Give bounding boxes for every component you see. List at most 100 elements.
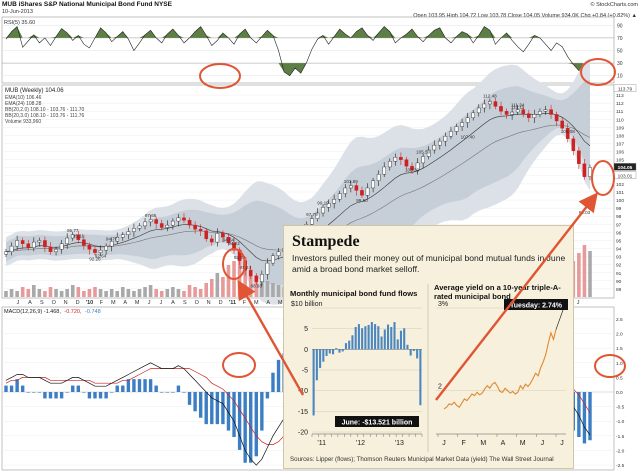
macd-legend-signal: -0.720, xyxy=(64,309,82,315)
macd-tick: -2.0 xyxy=(616,448,625,454)
candle-body xyxy=(137,225,142,229)
candle-body xyxy=(387,161,392,168)
macd-hist-bar xyxy=(32,392,36,393)
candle-body xyxy=(349,185,353,189)
macd-tick: 0.5 xyxy=(616,375,623,381)
macd-hist-bar xyxy=(54,392,58,399)
price-annotation: 101.89 xyxy=(344,179,358,184)
macd-hist-bar xyxy=(104,392,108,399)
candle-body xyxy=(159,223,164,228)
yield-tick: 3% xyxy=(438,301,448,308)
price-annotation: 92.64 xyxy=(95,254,107,259)
candle-body xyxy=(198,228,203,231)
price-annotation: 112.48 xyxy=(483,93,497,98)
macd-tick: 2.5 xyxy=(616,317,623,323)
flows-bar xyxy=(380,336,383,350)
macd-hist-bar xyxy=(577,392,581,438)
macd-hist-bar xyxy=(4,385,8,392)
month-label: F xyxy=(100,300,104,306)
rsi-tick-50: 50 xyxy=(617,49,623,55)
macd-hist-bar xyxy=(588,392,592,441)
macd-hist-bar xyxy=(143,379,147,392)
macd-hist-bar xyxy=(182,392,186,393)
candle-body xyxy=(232,242,236,251)
flows-bar xyxy=(322,349,325,362)
flows-bar xyxy=(312,349,315,416)
flows-bar xyxy=(325,349,328,356)
candle-body xyxy=(70,234,75,239)
yield-x-label: J xyxy=(541,440,545,447)
candle-body xyxy=(337,193,342,200)
candle-body xyxy=(443,136,448,142)
quote-readout: Open 103.95 High 104.72 Low 103.78 Close… xyxy=(413,13,637,19)
volume-bar xyxy=(237,249,242,297)
volume-bar xyxy=(265,281,270,297)
volume-bar xyxy=(243,257,247,297)
macd-hist-bar xyxy=(176,385,181,392)
candle-body xyxy=(126,231,131,236)
candle-body xyxy=(493,101,498,107)
price-tick-91: 91 xyxy=(616,271,622,277)
price-legend-title: MUB (Weekly) 104.06 xyxy=(5,88,64,94)
price-annotation: 97.79 xyxy=(306,212,318,217)
candle-body xyxy=(326,203,331,208)
candle-body xyxy=(404,159,409,167)
volume-bar xyxy=(4,291,8,297)
macd-hist-bar xyxy=(137,379,142,392)
flows-tick: -15 xyxy=(298,409,308,416)
price-label: 104.05 xyxy=(618,165,633,171)
macd-hist-bar xyxy=(165,392,169,393)
flows-bar xyxy=(344,343,348,350)
flows-bar xyxy=(403,328,406,350)
rsi-panel: 10 30 50 70 90 RSI(5) 35.60 xyxy=(1,16,623,84)
macd-hist-bar xyxy=(65,392,69,393)
macd-hist-bar xyxy=(265,392,270,399)
macd-hist-bar xyxy=(121,385,125,392)
volume-bar xyxy=(93,287,97,297)
macd-hist-bar xyxy=(48,392,53,399)
candle-body xyxy=(532,114,537,118)
candle-body xyxy=(93,249,97,253)
candle-body xyxy=(4,251,8,255)
macd-hist-bar xyxy=(193,392,197,412)
volume-bar xyxy=(121,287,125,297)
price-annotation: 94.76 xyxy=(106,236,118,241)
macd-hist-bar xyxy=(171,392,175,393)
candle-body xyxy=(26,243,31,248)
volume-bar xyxy=(137,289,142,297)
candle-body xyxy=(376,174,381,181)
candle-body xyxy=(104,245,108,251)
month-label: S xyxy=(40,300,44,306)
month-label: M xyxy=(254,300,259,306)
price-annotation: 103.30 xyxy=(405,167,419,172)
yield-x-label: J xyxy=(560,440,564,447)
flows-bar xyxy=(390,327,393,350)
candle-body xyxy=(571,138,576,152)
macd-hist-bar xyxy=(15,379,19,392)
candle-body xyxy=(476,107,481,114)
candle-body xyxy=(549,109,553,115)
volume-bar xyxy=(20,287,25,297)
price-annotation: 111.34 xyxy=(511,102,525,107)
price-annotation: 95.11 xyxy=(73,234,85,239)
price-drop-circle-2013 xyxy=(591,160,615,196)
flows-bar xyxy=(364,326,367,350)
inset-description: Investors pulled their money out of muni… xyxy=(292,253,566,274)
candle-body xyxy=(43,240,47,248)
candle-body xyxy=(415,162,420,171)
flows-bar xyxy=(357,324,360,350)
price-label-box xyxy=(613,163,637,171)
month-label: '10 xyxy=(86,300,93,306)
volume-bar xyxy=(148,285,153,297)
price-low-circle-2011 xyxy=(222,248,246,280)
price-tick-113: 113 xyxy=(616,93,624,99)
rsi-line xyxy=(5,26,591,78)
rsi-oversold-circle-2011 xyxy=(199,63,241,89)
volume-bar xyxy=(132,291,136,297)
macd-hist-bar xyxy=(26,392,30,393)
macd-hist-bar xyxy=(582,392,587,444)
macd-hist-bar xyxy=(232,392,236,438)
candle-body xyxy=(226,237,231,244)
volume-bar xyxy=(65,289,69,297)
flows-tick: 5 xyxy=(304,326,308,333)
